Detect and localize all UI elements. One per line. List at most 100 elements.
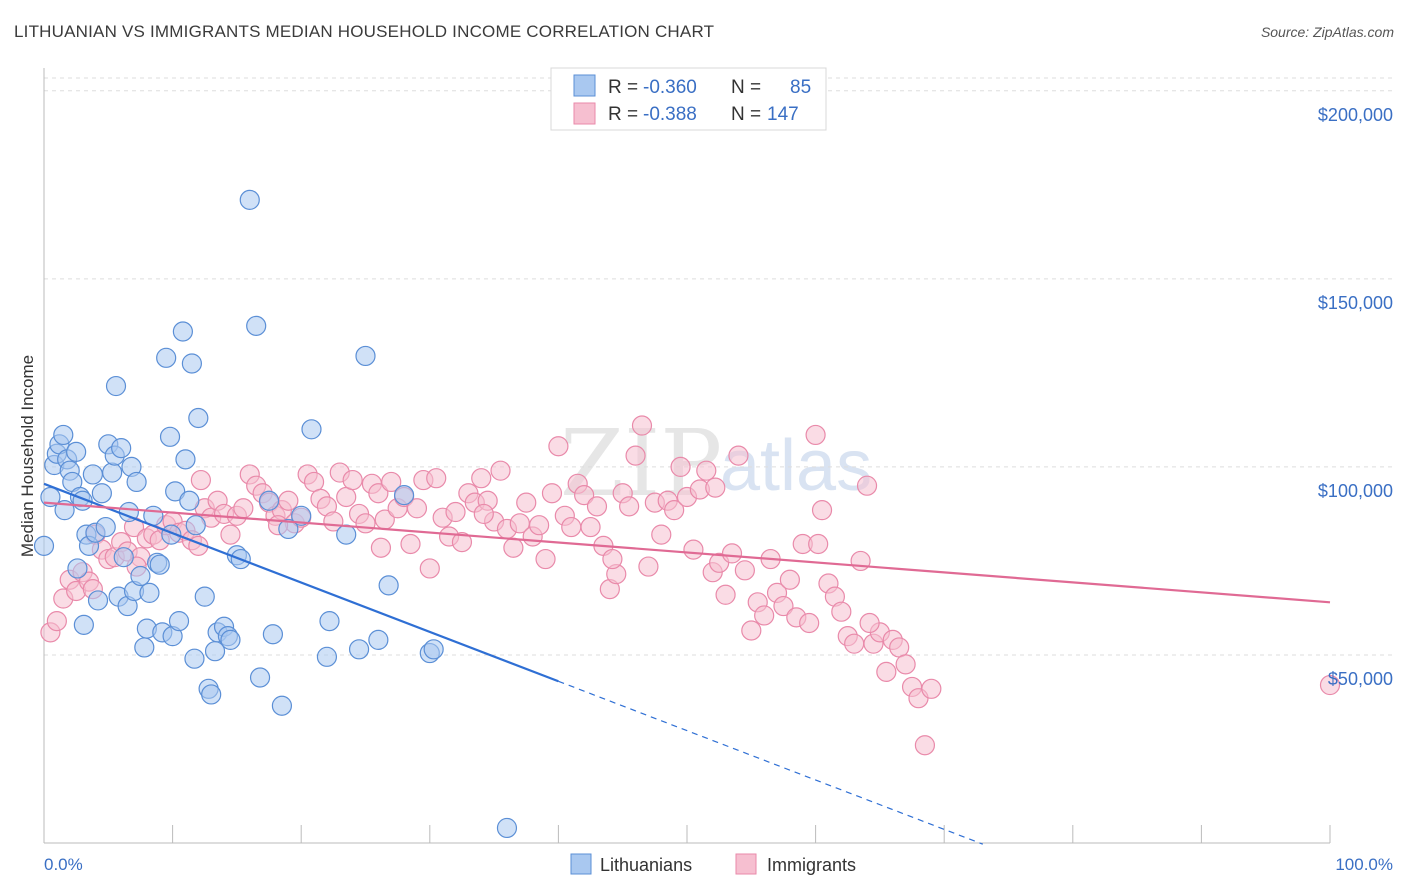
lithuanians-point [73, 614, 94, 635]
lithuanians-point [175, 449, 196, 470]
lithuanians-points [33, 189, 518, 839]
immigrants-point [471, 468, 492, 489]
lithuanians-point [291, 505, 312, 526]
immigrants-point [638, 556, 659, 577]
lithuanians-point [368, 629, 389, 651]
immigrants-point [190, 469, 211, 491]
lithuanians-point [239, 189, 260, 210]
lithuanians-point [172, 321, 193, 342]
immigrants-point [445, 501, 466, 523]
lithuanians-point [258, 490, 280, 511]
lithuanians-point [111, 437, 132, 459]
lithuanians-point [301, 419, 322, 440]
lithuanians-point [126, 471, 147, 493]
immigrants-point [370, 537, 392, 558]
immigrants-point [664, 500, 685, 521]
lithuanians-point [319, 611, 340, 632]
lithuanians-point [393, 485, 415, 506]
immigrants-point [561, 516, 582, 538]
legend-swatch-immigrants [573, 102, 596, 125]
immigrants-point [859, 612, 880, 634]
immigrants-point [799, 612, 820, 634]
immigrants-point [876, 661, 897, 682]
bottom-swatch-lithuanians [570, 853, 592, 875]
immigrants-point [651, 524, 672, 545]
lithuanians-point [336, 524, 357, 545]
lithuanians-point [105, 375, 127, 397]
lithuanians-point [87, 590, 109, 611]
immigrants-point [580, 516, 601, 538]
lithuanians-point [181, 353, 202, 374]
lithuanians-point [194, 586, 215, 607]
immigrants-point [342, 469, 363, 491]
immigrants-point [625, 445, 646, 466]
lithuanians-point [53, 424, 74, 446]
lithuanians-point [165, 481, 186, 502]
immigrants-point [419, 558, 440, 579]
immigrants-points [40, 415, 1341, 756]
y-tick-labels: $50,000 $100,000 $150,000 $200,000 [1318, 105, 1393, 689]
immigrants-point [490, 460, 511, 481]
bottom-swatch-immigrants [735, 853, 757, 875]
immigrants-point [805, 424, 826, 446]
immigrants-point [811, 500, 833, 521]
immigrants-point [220, 524, 241, 545]
immigrants-point [303, 471, 325, 493]
lithuanians-point [184, 648, 205, 669]
immigrants-point [705, 477, 726, 498]
lithuanians-point [139, 582, 160, 603]
watermark-atlas: atlas [720, 426, 872, 506]
immigrants-point [406, 498, 428, 519]
lithuanians-point [185, 515, 206, 536]
immigrants-point [619, 496, 640, 517]
immigrants-point [574, 485, 595, 506]
immigrants-point [1319, 674, 1341, 696]
lithuanians-point [249, 667, 271, 688]
lithuanians-point [82, 464, 103, 485]
immigrants-point [586, 496, 608, 517]
lithuanians-trend-extension [558, 680, 983, 845]
immigrants-point [734, 560, 755, 581]
immigrants-point [773, 595, 794, 617]
immigrants-point [46, 611, 67, 632]
legend-r-value-1: -0.360 [643, 77, 697, 98]
immigrants-point [921, 678, 942, 699]
lithuanians-point [220, 629, 241, 651]
immigrants-point [831, 601, 852, 622]
y-axis-label: Median Household Income [18, 355, 37, 557]
legend-r-label-1: R = [608, 77, 638, 98]
immigrants-point [895, 654, 916, 675]
legend-n-label-2: N = [731, 104, 761, 125]
immigrants-point [889, 637, 910, 658]
x-tick-label-end: 100.0% [1335, 855, 1393, 874]
immigrants-point [516, 492, 537, 513]
immigrants-point [355, 513, 376, 534]
lithuanians-point [496, 817, 518, 839]
y-tick-label: $200,000 [1318, 105, 1393, 125]
immigrants-point [426, 468, 447, 489]
lithuanians-point [316, 646, 338, 667]
immigrants-point [715, 584, 736, 605]
immigrants-point [754, 605, 775, 626]
immigrants-point [233, 498, 254, 519]
y-tick-label: $100,000 [1318, 481, 1393, 501]
immigrants-point [683, 539, 704, 560]
immigrants-point [278, 490, 299, 511]
lithuanians-point [188, 407, 209, 429]
immigrants-point [529, 515, 550, 536]
chart-title: LITHUANIAN VS IMMIGRANTS MEDIAN HOUSEHOL… [14, 22, 715, 41]
immigrants-point [631, 415, 653, 436]
immigrants-point [721, 543, 743, 564]
legend-n-label-1: N = [731, 77, 761, 98]
immigrants-point [368, 483, 389, 504]
lithuanians-point [33, 535, 55, 556]
immigrants-point [381, 471, 402, 493]
lithuanians-point [159, 426, 181, 447]
immigrants-point [451, 532, 473, 553]
immigrants-point [779, 569, 800, 590]
immigrants-point [741, 620, 762, 641]
lithuanians-trend-line [43, 482, 559, 683]
lithuanians-point [278, 518, 299, 540]
lithuanians-point [355, 345, 376, 367]
lithuanians-point [66, 441, 87, 462]
